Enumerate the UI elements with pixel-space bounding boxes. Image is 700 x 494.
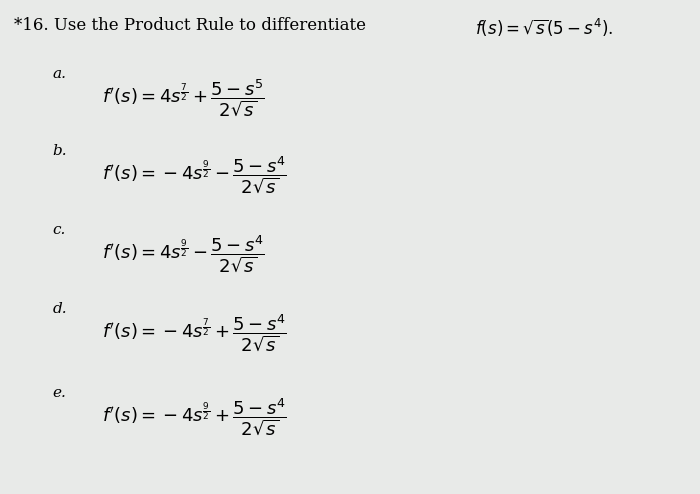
Text: c.: c. [52,223,66,237]
Text: $f'(s)=-4s^{\frac{9}{2}}+\dfrac{5-s^{4}}{2\sqrt{s}}$: $f'(s)=-4s^{\frac{9}{2}}+\dfrac{5-s^{4}}… [102,397,286,438]
Text: $f'(s)=4s^{\frac{7}{2}}+\dfrac{5-s^{5}}{2\sqrt{s}}$: $f'(s)=4s^{\frac{7}{2}}+\dfrac{5-s^{5}}{… [102,78,265,120]
Text: *16. Use the Product Rule to differentiate: *16. Use the Product Rule to differentia… [14,17,371,34]
Text: $f'(s)=-4s^{\frac{7}{2}}+\dfrac{5-s^{4}}{2\sqrt{s}}$: $f'(s)=-4s^{\frac{7}{2}}+\dfrac{5-s^{4}}… [102,313,286,354]
Text: $f'(s)=4s^{\frac{9}{2}}-\dfrac{5-s^{4}}{2\sqrt{s}}$: $f'(s)=4s^{\frac{9}{2}}-\dfrac{5-s^{4}}{… [102,234,265,275]
Text: $f(s)=\sqrt{s}(5-s^{4})$.: $f(s)=\sqrt{s}(5-s^{4})$. [475,17,613,40]
Text: a.: a. [52,67,66,81]
Text: d.: d. [52,302,67,316]
Text: b.: b. [52,144,67,158]
Text: $f'(s)=-4s^{\frac{9}{2}}-\dfrac{5-s^{4}}{2\sqrt{s}}$: $f'(s)=-4s^{\frac{9}{2}}-\dfrac{5-s^{4}}… [102,155,286,196]
Text: e.: e. [52,386,66,400]
